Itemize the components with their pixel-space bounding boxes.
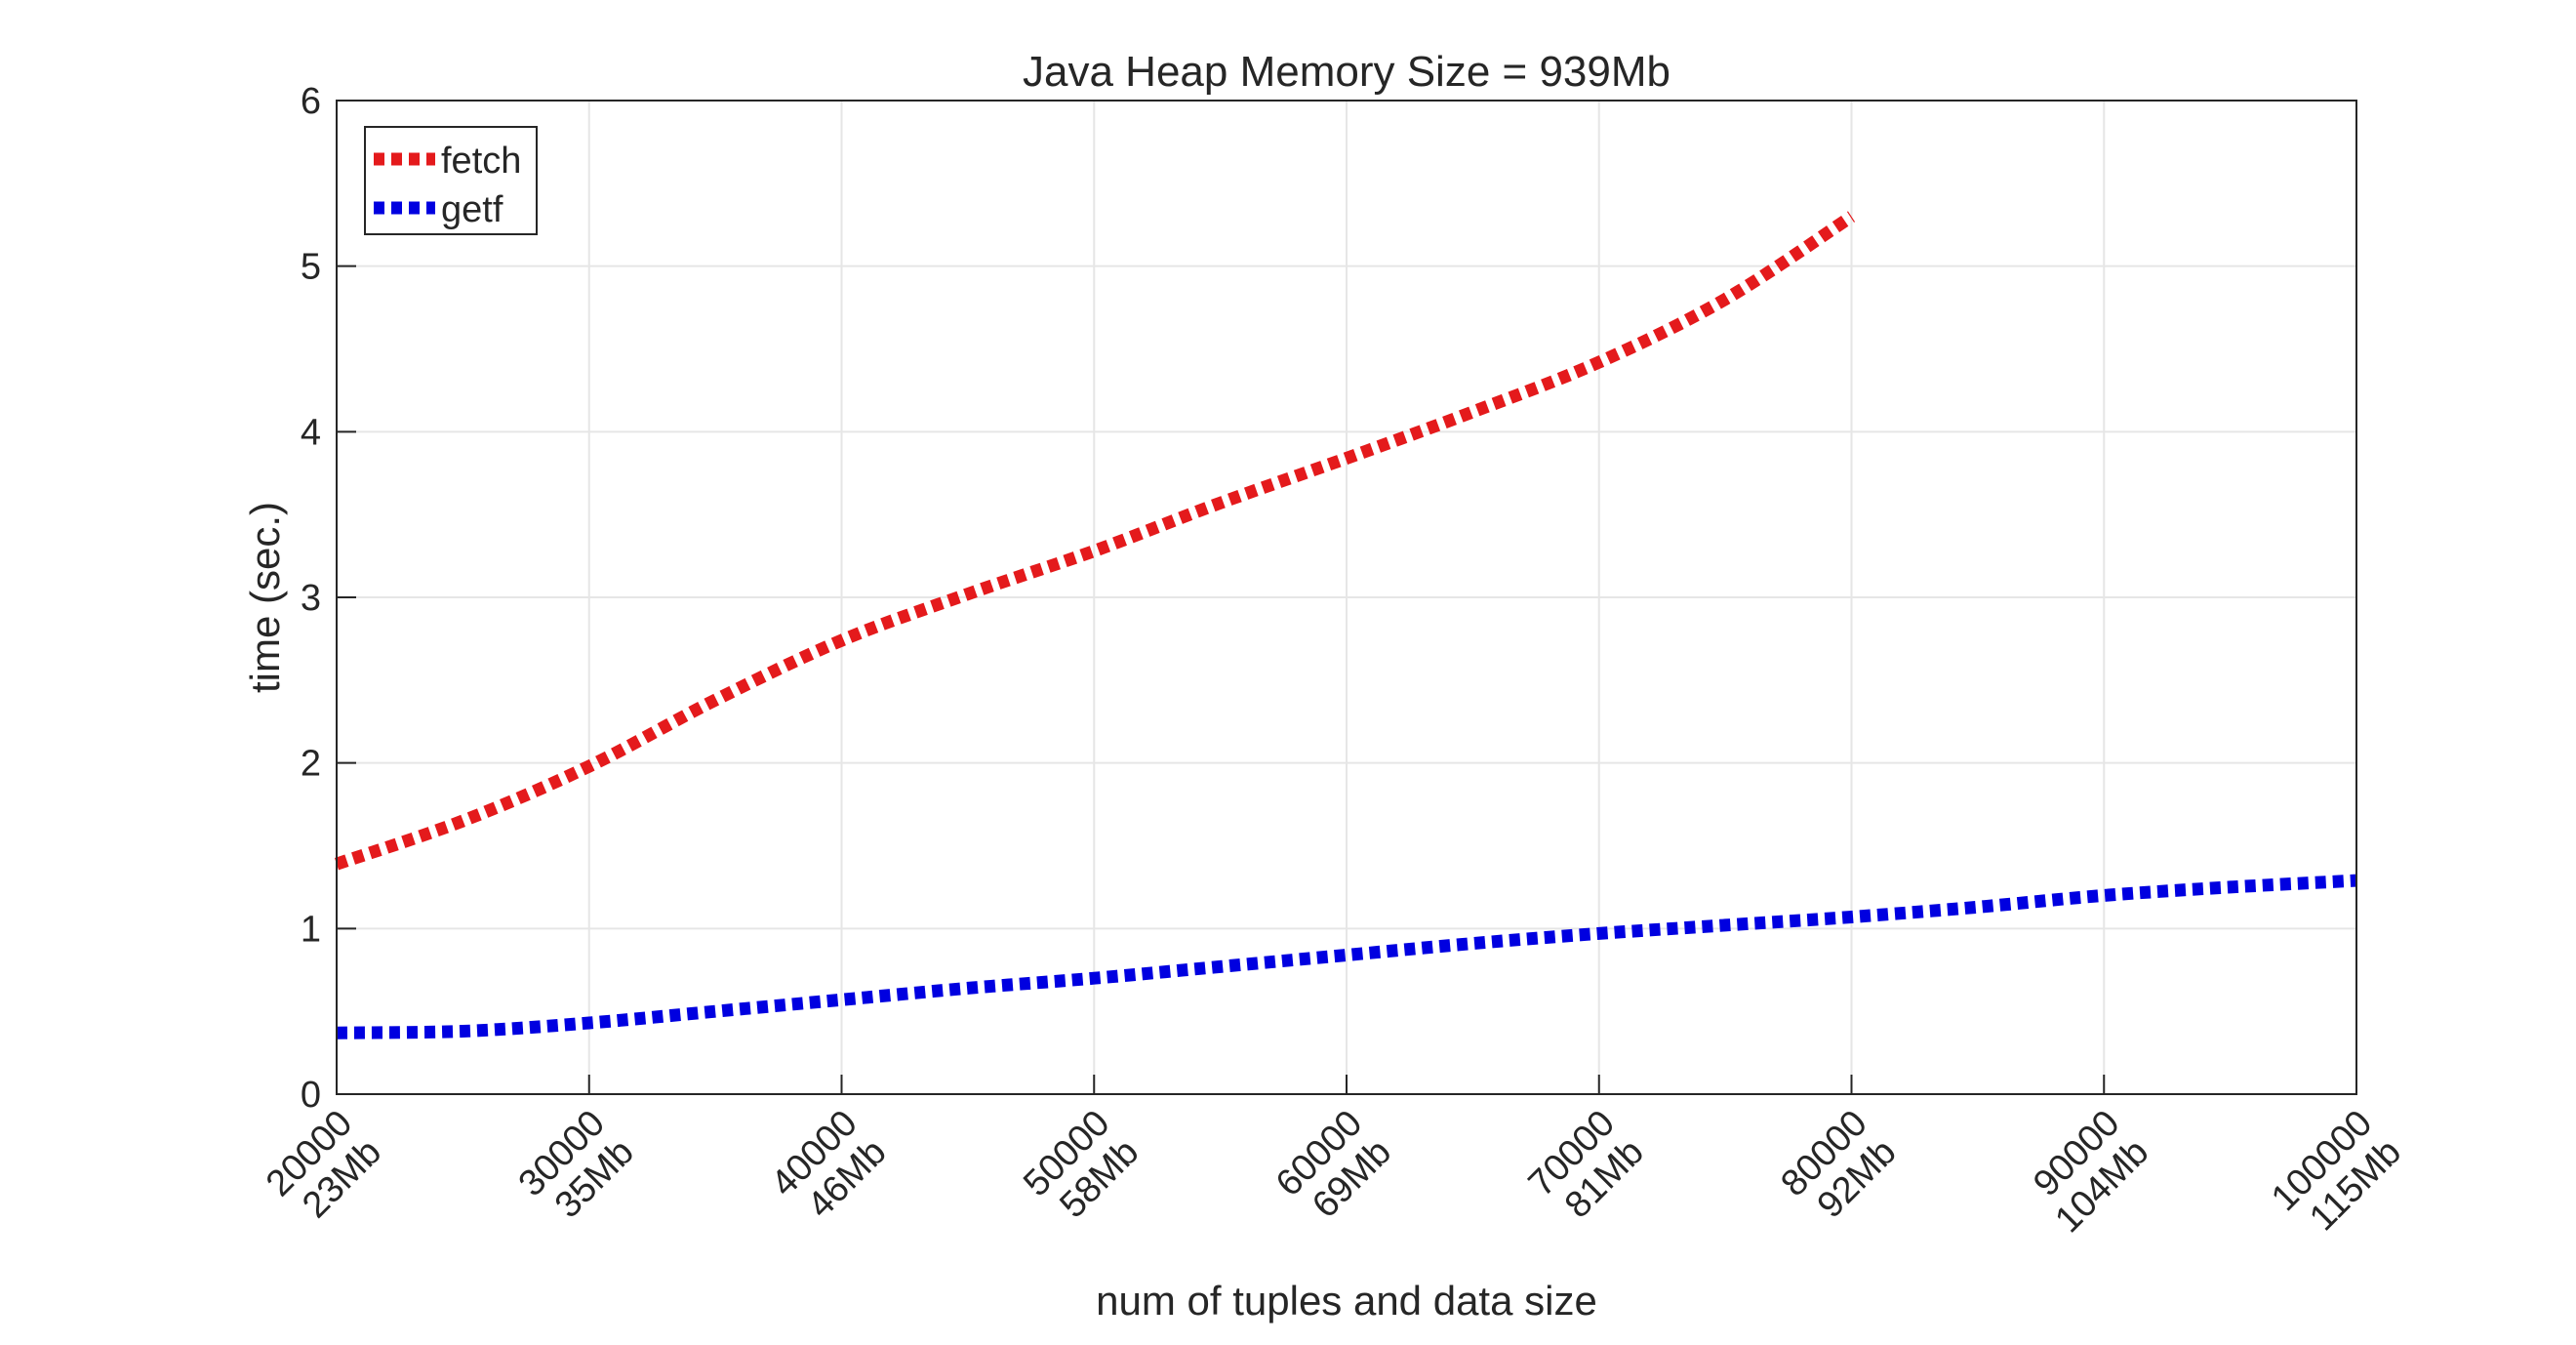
legend-label-getf: getf	[441, 189, 503, 230]
legend-box	[364, 126, 538, 235]
x-axis-title: num of tuples and data size	[1096, 1278, 1597, 1324]
series-line-fetch	[334, 211, 1856, 871]
y-tick-label: 3	[301, 578, 321, 619]
y-tick-label: 1	[301, 909, 321, 950]
y-tick-labels: 0 1 2 3 4 5 6	[301, 81, 321, 1116]
y-tick-label: 2	[301, 744, 321, 785]
legend-label-fetch: fetch	[441, 141, 521, 182]
series-line-getf	[336, 874, 2357, 1039]
data-series	[334, 211, 2357, 1039]
y-axis-title: time (sec.)	[242, 502, 288, 693]
y-tick-label: 4	[301, 412, 321, 453]
axes	[336, 100, 2357, 1095]
legend: fetch getf	[364, 126, 538, 235]
y-tick-label: 6	[301, 81, 321, 122]
y-tick-label: 5	[301, 247, 321, 288]
chart-title: Java Heap Memory Size = 939Mb	[1023, 48, 1670, 96]
y-tick-label: 0	[301, 1075, 321, 1116]
